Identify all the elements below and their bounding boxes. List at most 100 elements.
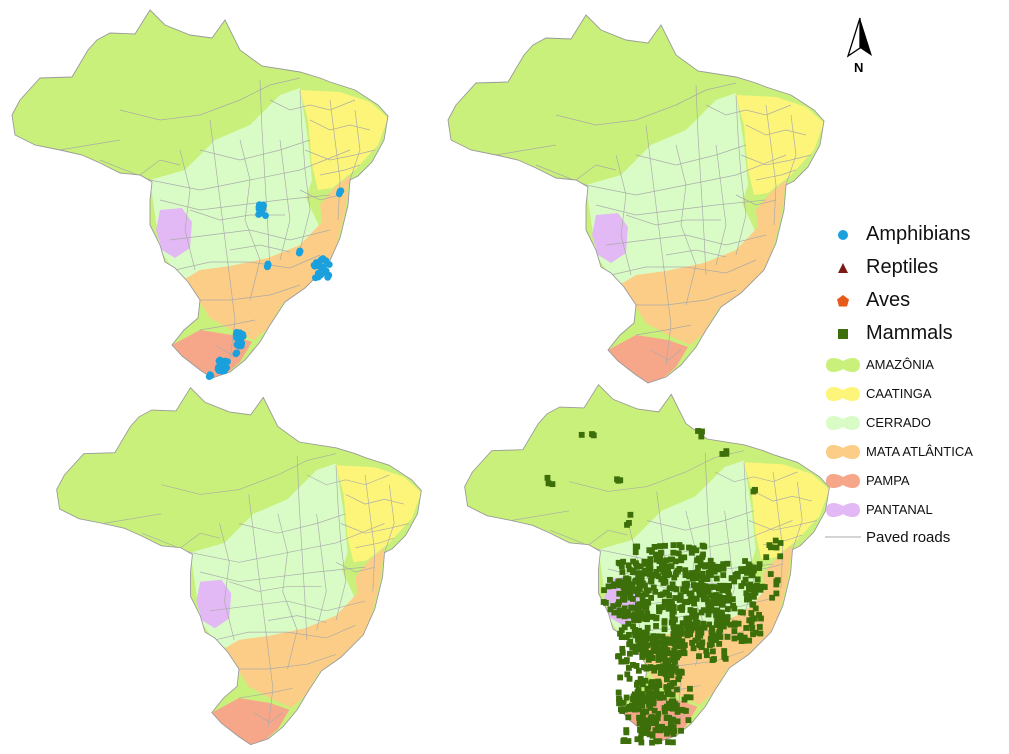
occurrence-marker [653, 623, 659, 629]
occurrence-marker [683, 694, 690, 701]
occurrence-marker [675, 567, 681, 574]
occurrence-marker [615, 559, 622, 566]
occurrence-marker [731, 578, 738, 585]
occurrence-marker [681, 599, 688, 605]
map-mammals [464, 384, 830, 746]
occurrence-marker [616, 590, 623, 597]
occurrence-marker [636, 586, 643, 593]
occurrence-marker [720, 623, 727, 630]
occurrence-marker [658, 691, 665, 698]
occurrence-marker [636, 714, 642, 721]
occurrence-marker [691, 600, 697, 607]
occurrence-marker [645, 687, 652, 694]
occurrence-marker [720, 582, 726, 589]
occurrence-marker [610, 583, 617, 589]
occurrence-marker [678, 544, 685, 551]
occurrence-marker [662, 671, 669, 678]
occurrence-marker [733, 572, 740, 579]
occurrence-marker [738, 566, 745, 573]
occurrence-marker [651, 690, 658, 697]
occurrence-marker [634, 681, 640, 688]
occurrence-marker [757, 630, 764, 637]
occurrence-marker [705, 607, 712, 614]
occurrence-marker [696, 591, 703, 598]
legend-label: CAATINGA [866, 386, 932, 401]
occurrence-marker [655, 651, 662, 658]
occurrence-marker [719, 601, 726, 608]
occurrence-marker [670, 542, 677, 549]
occurrence-marker [617, 706, 624, 713]
occurrence-marker [726, 597, 733, 604]
occurrence-marker [669, 581, 676, 588]
occurrence-marker [699, 554, 706, 560]
occurrence-marker [647, 653, 654, 660]
occurrence-marker [659, 591, 666, 598]
occurrence-marker [653, 638, 659, 645]
occurrence-marker [742, 566, 749, 572]
occurrence-marker [670, 652, 677, 659]
occurrence-marker [674, 718, 681, 725]
legend-label: AMAZÔNIA [866, 357, 934, 372]
occurrence-marker [706, 621, 713, 628]
occurrence-marker [731, 628, 738, 634]
occurrence-marker [619, 649, 626, 656]
occurrence-marker [709, 648, 716, 655]
occurrence-marker [665, 605, 672, 612]
occurrence-marker [654, 644, 661, 650]
occurrence-marker [703, 652, 710, 659]
occurrence-marker [673, 586, 680, 593]
occurrence-marker [335, 190, 343, 198]
occurrence-marker [731, 635, 738, 642]
occurrence-marker [637, 563, 644, 570]
occurrence-marker [654, 648, 660, 654]
occurrence-marker [713, 575, 720, 582]
occurrence-marker [255, 205, 263, 213]
occurrence-marker [699, 639, 706, 646]
occurrence-marker [544, 474, 551, 481]
occurrence-marker [696, 653, 702, 660]
occurrence-marker [669, 691, 676, 698]
occurrence-marker [705, 588, 712, 595]
occurrence-marker [763, 554, 770, 561]
occurrence-marker [724, 606, 731, 612]
occurrence-marker [636, 641, 643, 648]
occurrence-marker [681, 554, 688, 561]
legend-item-amphibians: Amphibians [820, 218, 1005, 251]
occurrence-marker [711, 563, 717, 570]
occurrence-marker [660, 694, 667, 701]
occurrence-marker [664, 686, 670, 693]
occurrence-marker [655, 656, 662, 663]
occurrence-marker [638, 730, 645, 737]
occurrence-marker [756, 561, 763, 568]
occurrence-marker [636, 698, 643, 704]
occurrence-marker [618, 627, 625, 634]
occurrence-marker [262, 212, 269, 220]
occurrence-marker [691, 595, 698, 602]
occurrence-marker [625, 562, 632, 569]
occurrence-marker [675, 676, 682, 683]
occurrence-marker [647, 635, 654, 642]
occurrence-marker [743, 625, 750, 631]
occurrence-marker [641, 720, 647, 727]
occurrence-marker [670, 604, 677, 610]
occurrence-marker [699, 570, 706, 577]
occurrence-marker [677, 594, 684, 601]
occurrence-marker [632, 549, 639, 556]
legend-label: MATA ATLÂNTICA [866, 444, 973, 459]
occurrence-marker [671, 574, 678, 581]
occurrence-marker [723, 450, 730, 457]
occurrence-marker [651, 543, 658, 550]
occurrence-marker [636, 627, 642, 634]
occurrence-marker [713, 600, 720, 607]
occurrence-marker [670, 730, 677, 737]
occurrence-marker [750, 567, 757, 574]
occurrence-marker [661, 598, 668, 605]
occurrence-marker [657, 543, 664, 550]
occurrence-marker [632, 649, 639, 655]
occurrence-marker [219, 361, 227, 368]
occurrence-marker [777, 553, 784, 560]
occurrence-marker [670, 655, 677, 662]
occurrence-marker [676, 668, 683, 675]
occurrence-marker [688, 596, 694, 603]
legend-item-paved-roads: Paved roads [820, 524, 1005, 550]
